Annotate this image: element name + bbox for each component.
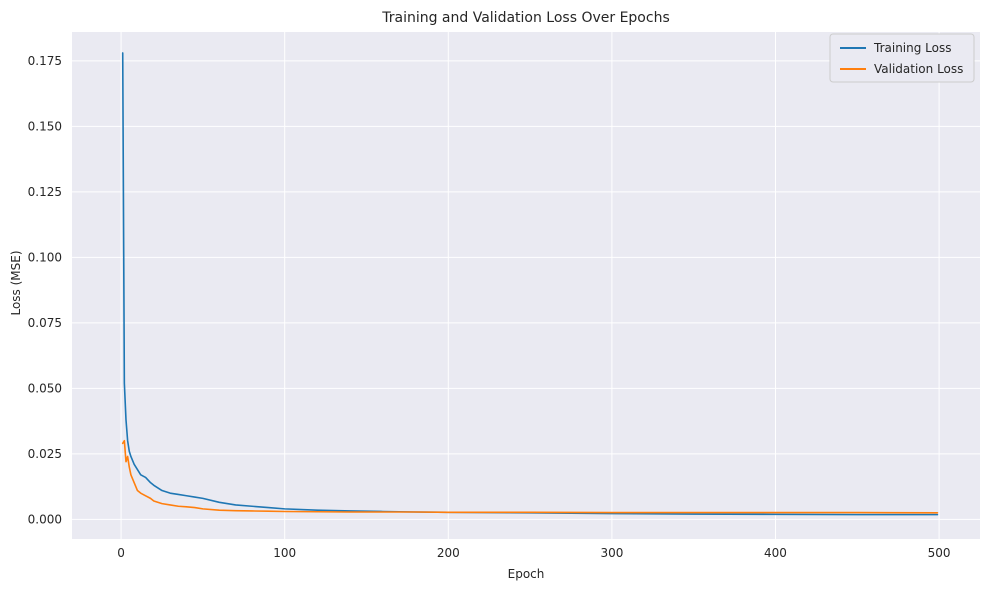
legend-label-validation: Validation Loss xyxy=(874,62,963,76)
y-tick-label: 0.175 xyxy=(28,54,62,68)
y-tick-label: 0.000 xyxy=(28,512,62,526)
series-layer xyxy=(121,52,939,516)
x-axis-ticks: 0 100 200 300 400 500 xyxy=(117,546,950,560)
y-tick-label: 0.075 xyxy=(28,316,62,330)
y-tick-label: 0.125 xyxy=(28,185,62,199)
x-tick-label: 100 xyxy=(273,546,296,560)
y-tick-label: 0.150 xyxy=(28,119,62,133)
legend: Training Loss Validation Loss xyxy=(829,33,975,83)
x-tick-label: 400 xyxy=(764,546,787,560)
grid-lines xyxy=(72,32,980,539)
x-tick-label: 200 xyxy=(437,546,460,560)
y-tick-label: 0.100 xyxy=(28,250,62,264)
chart-title: Training and Validation Loss Over Epochs xyxy=(381,10,670,26)
legend-label-training: Training Loss xyxy=(873,41,951,55)
x-tick-label: 300 xyxy=(600,546,623,560)
x-axis-label: Epoch xyxy=(508,567,545,581)
x-tick-label: 500 xyxy=(928,546,951,560)
validation-loss-line xyxy=(121,439,939,514)
y-axis-label: Loss (MSE) xyxy=(9,250,23,315)
y-axis-ticks: 0.000 0.025 0.050 0.075 0.100 0.125 0.150 0.175 xyxy=(28,54,62,527)
y-tick-label: 0.050 xyxy=(28,381,62,395)
x-tick-label: 0 xyxy=(117,546,125,560)
y-tick-label: 0.025 xyxy=(28,447,62,461)
plot-area xyxy=(72,32,980,539)
